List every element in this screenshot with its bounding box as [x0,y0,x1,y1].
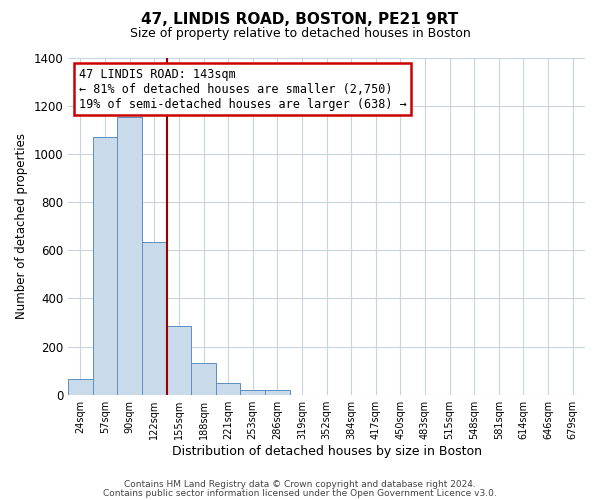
Text: 47, LINDIS ROAD, BOSTON, PE21 9RT: 47, LINDIS ROAD, BOSTON, PE21 9RT [142,12,458,28]
Bar [216,383,241,394]
Bar [265,390,290,394]
Text: 47 LINDIS ROAD: 143sqm
← 81% of detached houses are smaller (2,750)
19% of semi-: 47 LINDIS ROAD: 143sqm ← 81% of detached… [79,68,406,110]
Bar [241,390,265,394]
Bar [191,364,216,394]
Bar [142,242,167,394]
Text: Contains HM Land Registry data © Crown copyright and database right 2024.: Contains HM Land Registry data © Crown c… [124,480,476,489]
Bar [68,379,93,394]
Text: Contains public sector information licensed under the Open Government Licence v3: Contains public sector information licen… [103,488,497,498]
Text: Size of property relative to detached houses in Boston: Size of property relative to detached ho… [130,28,470,40]
Y-axis label: Number of detached properties: Number of detached properties [15,133,28,319]
Bar [118,116,142,394]
Bar [93,137,118,394]
Bar [167,326,191,394]
X-axis label: Distribution of detached houses by size in Boston: Distribution of detached houses by size … [172,444,482,458]
